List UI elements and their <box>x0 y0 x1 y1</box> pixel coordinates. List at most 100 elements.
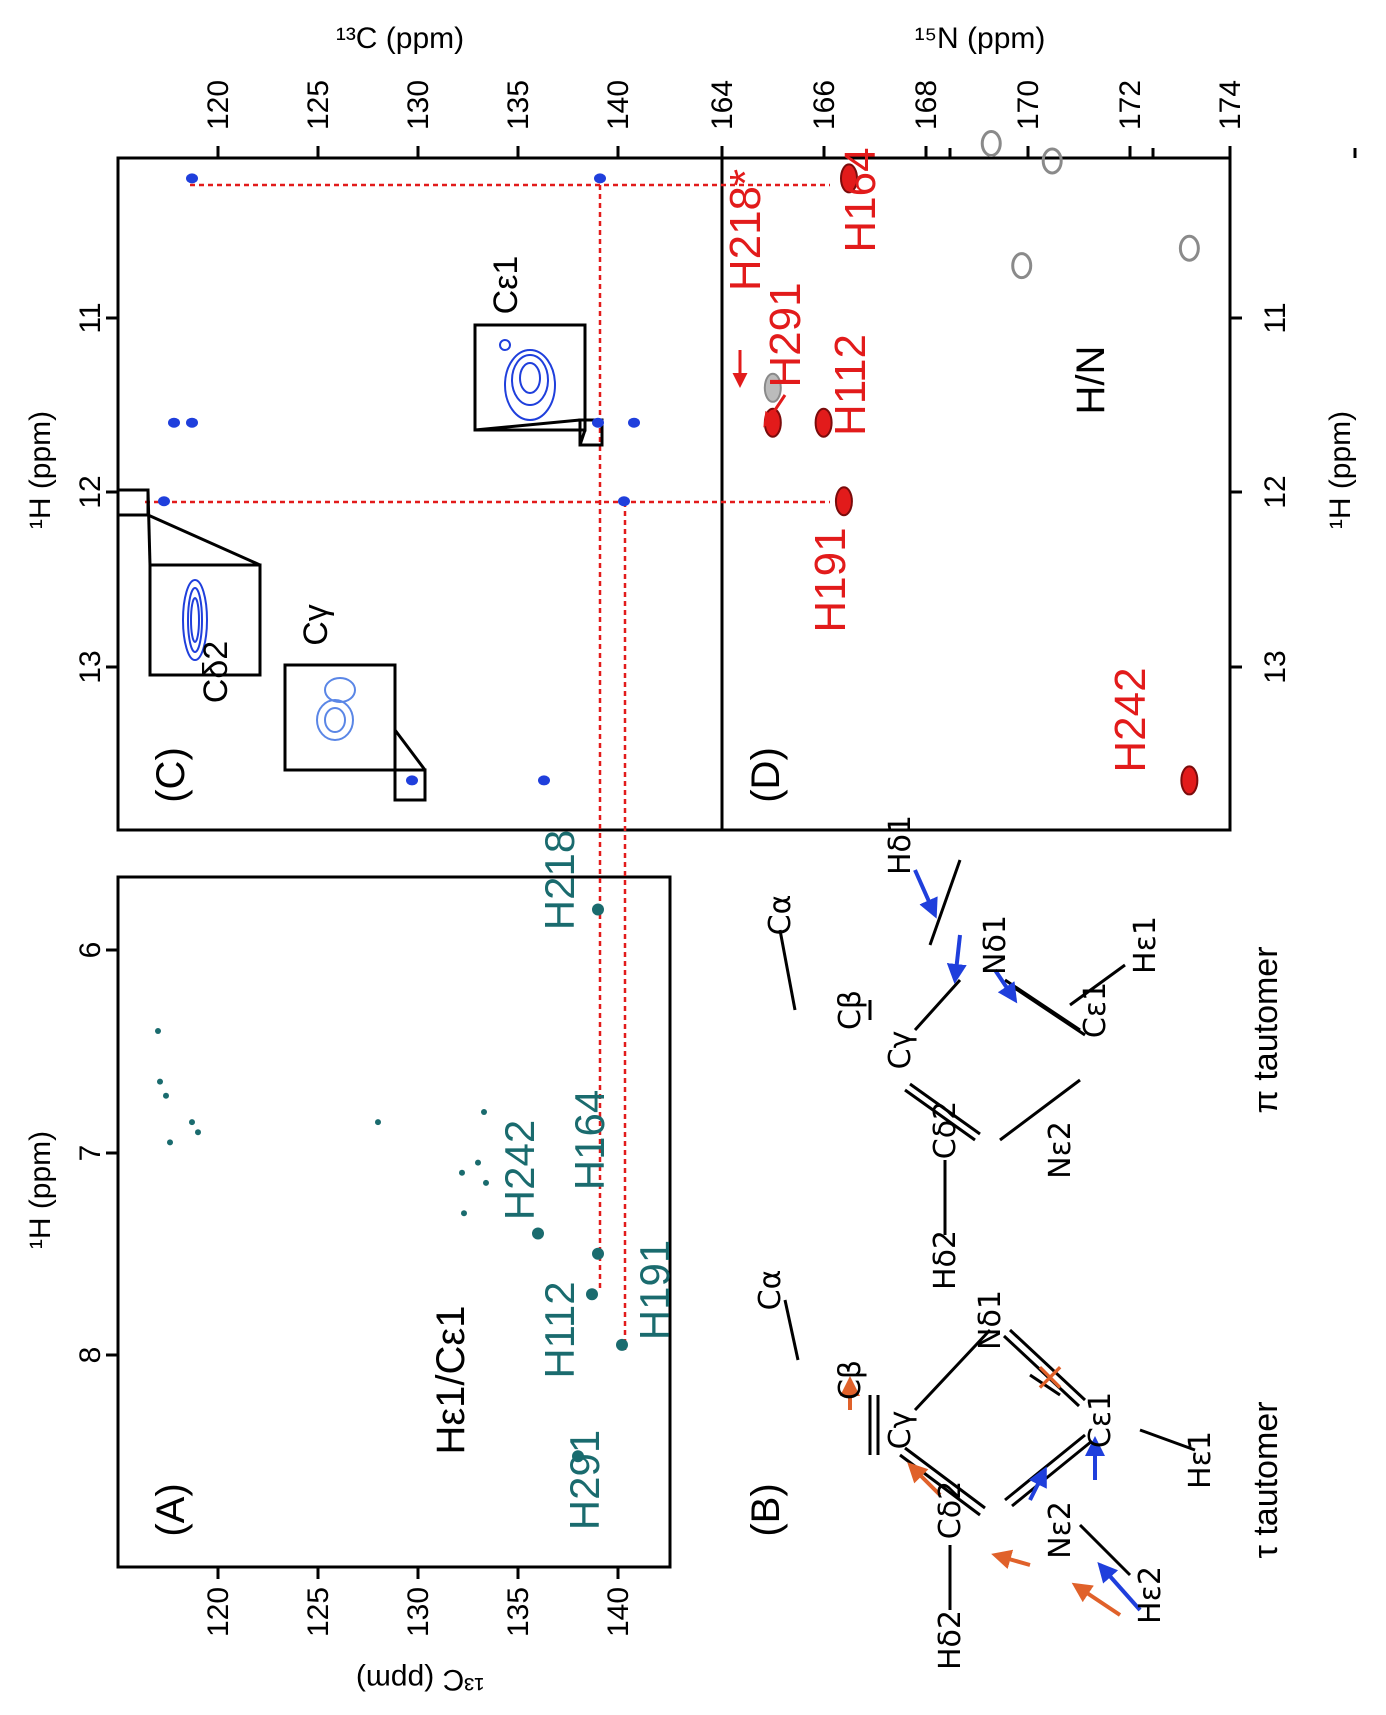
tau-cross-mark: × <box>1033 1354 1067 1400</box>
panel-a-peak-h242 <box>532 1227 544 1240</box>
bond <box>913 978 962 1032</box>
pi-atom-hd1: Hδ1 <box>883 815 918 875</box>
inset-cd2-contours <box>182 579 208 661</box>
panel-a-label-h112: H112 <box>536 1281 583 1378</box>
panel-c-insets <box>116 323 604 802</box>
inset-cd2-contour <box>187 587 203 653</box>
panel-d-n15-tick-174: 174 <box>1214 80 1247 130</box>
pi-atom-he1: Hε1 <box>1128 916 1163 974</box>
panel-c-c13-tick-135: 135 <box>502 80 535 130</box>
panel-a-label-h291: H291 <box>561 1430 608 1530</box>
connection-lines <box>145 183 830 1350</box>
tau-orange-arrow <box>991 1549 1031 1570</box>
panel-d-label-h242: H242 <box>1106 667 1155 772</box>
panel-a-c13-ticks <box>216 1567 620 1579</box>
inset-cd2-marker <box>116 488 150 517</box>
pi-atom-cg: Cγ <box>883 1031 918 1070</box>
panel-a-top-axis <box>948 148 1357 158</box>
panel-a-label-h164: H164 <box>566 1090 613 1190</box>
panel-a-minor-peak <box>195 1129 201 1136</box>
pi-caption: π tautomer <box>1247 946 1285 1113</box>
bond <box>778 929 797 1011</box>
panel-c-label: (C) <box>149 747 193 803</box>
panel-c-peak <box>628 417 640 428</box>
pi-tautomer <box>778 859 1126 1235</box>
panel-d-peak-h112 <box>814 407 833 438</box>
panel-d-label-h164: H164 <box>836 147 885 252</box>
panel-d-annotation: H/N <box>1069 346 1113 415</box>
inset-ce1-label: Cε1 <box>487 256 525 315</box>
bond <box>1002 1334 1081 1408</box>
tau-atom-labels: Cα Cβ Cγ Cδ2 Hδ2 Nδ1 Cε1 Hε1 Nε2 Hε2 <box>753 1270 1218 1670</box>
tau-blue-arrow <box>1097 1562 1142 1612</box>
inset-ce1-connector-1 <box>474 418 581 432</box>
inset-cg-contour <box>324 677 356 703</box>
pi-atom-hd2: Hδ2 <box>928 1230 963 1290</box>
tau-blue-arrow <box>1028 1466 1047 1501</box>
tau-atom-cb: Cβ <box>833 1360 868 1400</box>
panel-a-h1-tick-6: 6 <box>74 942 107 959</box>
inset-ce1-contour <box>499 339 511 351</box>
bond <box>928 859 962 946</box>
bond <box>904 1088 976 1142</box>
panel-c-peak <box>186 417 198 428</box>
inset-cd2-contour <box>190 597 200 643</box>
inset-cg-marker <box>393 768 427 802</box>
panel-d-peak-h164 <box>840 163 858 194</box>
panel-a-peak-h191 <box>616 1338 628 1351</box>
panel-a-peak-h291 <box>572 1450 584 1463</box>
panel-c-peak <box>406 775 418 786</box>
panel-d-n15-tick-164: 164 <box>706 80 739 130</box>
panel-c-peak <box>618 496 630 507</box>
tau-orange-arrow <box>1071 1582 1122 1617</box>
panel-d-peaks: H218*H291 H112 H164 H191 H242 <box>721 130 1200 796</box>
tau-atom-he2: Hε2 <box>1133 1566 1168 1624</box>
panel-c-c13-axis-label: ¹³C (ppm) <box>336 22 464 55</box>
panel-d-n15-tick-166: 166 <box>808 80 841 130</box>
panel-a-c13-tick-125: 125 <box>302 1587 335 1637</box>
bond <box>1078 1523 1132 1577</box>
panel-d-peak-h191 <box>834 486 853 517</box>
panel-d-n15-tick-168: 168 <box>910 80 943 130</box>
panel-d-peak-h242 <box>1180 765 1199 796</box>
tau-atom-cg: Cγ <box>883 1411 918 1450</box>
inset-ce1-contours <box>499 339 556 421</box>
panel-c-peak <box>168 417 180 428</box>
bond <box>1004 1433 1086 1502</box>
panel-a-minor-peak <box>189 1119 195 1126</box>
inset-cg-contour <box>324 707 346 733</box>
inset-cd2-connector-1 <box>146 489 152 566</box>
bond <box>783 1299 800 1361</box>
panel-a-minor-peak <box>375 1119 381 1126</box>
panel-a-minor-peak <box>461 1210 467 1217</box>
tau-arrows <box>840 1376 1142 1617</box>
panel-a-c13-tick-140: 140 <box>602 1587 635 1637</box>
tau-atom-he1: Hε1 <box>1183 1431 1218 1489</box>
pi-atom-ca: Cα <box>763 895 798 936</box>
pi-blue-arrow <box>993 968 1018 1004</box>
panel-c-peak <box>538 775 550 786</box>
bond <box>1008 1328 1087 1402</box>
panel-a-minor-peak <box>167 1139 173 1146</box>
inset-ce1-box <box>473 323 587 432</box>
panel-c-peak <box>594 173 606 184</box>
bond <box>909 1082 981 1136</box>
panel-a-minor-peak <box>157 1078 163 1085</box>
panel-a-peak-h218 <box>592 903 604 916</box>
pi-blue-arrow <box>946 934 967 984</box>
panel-c-peak <box>186 173 198 184</box>
panel-c-c13-tick-140: 140 <box>602 80 635 130</box>
panel-a-minor-peak <box>459 1169 465 1176</box>
inset-ce1-marker <box>578 418 604 447</box>
tau-atom-ce1: Cε1 <box>1083 1392 1118 1448</box>
inset-cd2-box <box>148 563 262 677</box>
inset-cd2-connector-2 <box>147 513 261 567</box>
panel-a-minor-peak <box>475 1159 481 1166</box>
inset-cg-contours <box>316 677 356 741</box>
panel-d-label: (D) <box>744 747 788 803</box>
panel-c-peak <box>592 417 604 428</box>
panel-c-h1-tick-12: 12 <box>74 475 107 508</box>
panel-d-frame <box>720 156 1232 832</box>
panel-d-h1-axis-label: ¹H (ppm) <box>1324 411 1357 529</box>
